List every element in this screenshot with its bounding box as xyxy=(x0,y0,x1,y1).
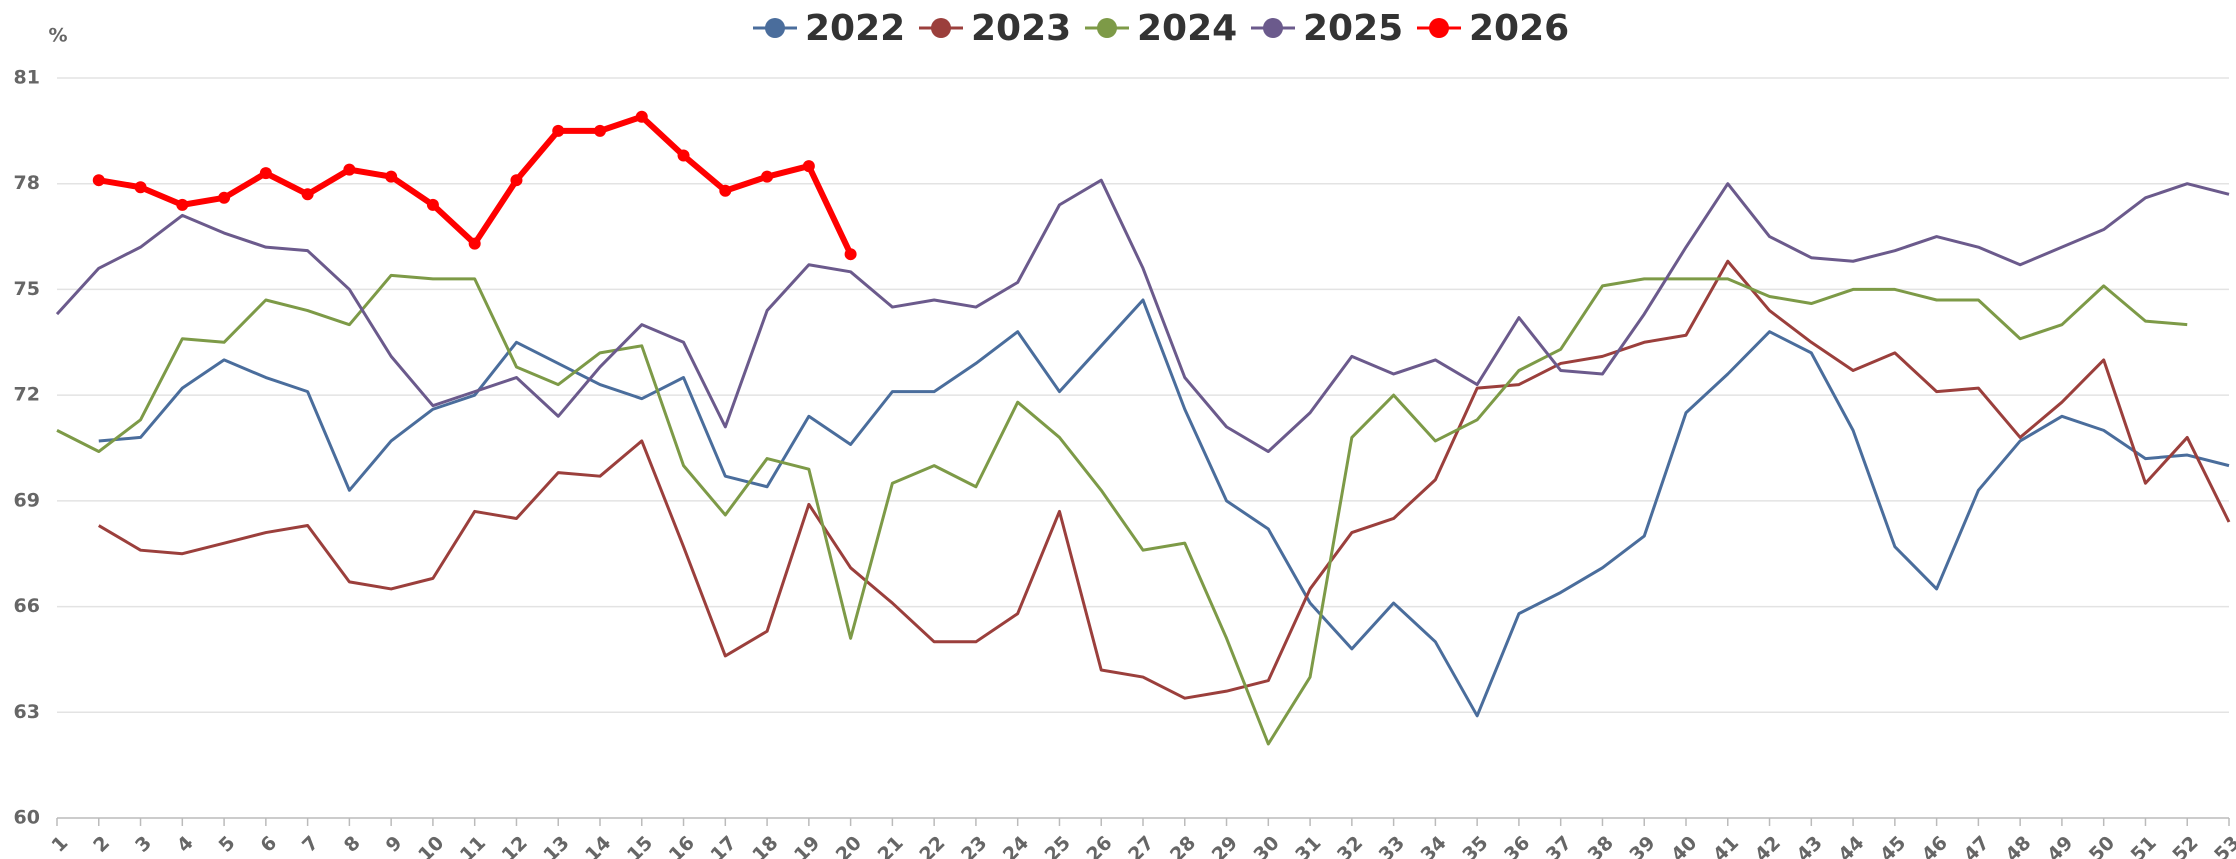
x-tick-label: 20 xyxy=(832,832,866,859)
x-tick-label: 32 xyxy=(1333,832,1367,859)
x-tick-label: 5 xyxy=(215,832,240,857)
x-tick-label: 14 xyxy=(581,832,615,859)
x-tick-label: 41 xyxy=(1709,832,1743,859)
x-tick-label: 27 xyxy=(1124,832,1158,859)
point xyxy=(552,124,565,137)
point xyxy=(426,198,439,211)
x-tick-label: 39 xyxy=(1625,832,1659,859)
y-unit: % xyxy=(48,25,67,47)
point xyxy=(510,174,523,187)
series-line xyxy=(98,298,2230,718)
x-tick-label: 7 xyxy=(298,832,323,857)
series-line xyxy=(98,113,854,256)
point xyxy=(594,124,606,137)
x-tick-label: 19 xyxy=(790,832,824,859)
x-tick-label: 46 xyxy=(1918,832,1952,859)
legend-label: 2024 xyxy=(1137,8,1237,49)
point xyxy=(468,237,481,250)
x-tick-label: 6 xyxy=(256,832,281,857)
point xyxy=(844,248,857,261)
series-line xyxy=(56,273,2188,746)
point xyxy=(134,181,147,194)
x-tick-label: 28 xyxy=(1166,832,1200,859)
legend-label: 2025 xyxy=(1303,8,1403,49)
point xyxy=(176,198,189,211)
x-tick-label: 42 xyxy=(1751,832,1785,859)
legend-marker xyxy=(1429,18,1449,38)
x-tick-label: 40 xyxy=(1667,832,1701,859)
x-tick-label: 43 xyxy=(1792,832,1826,859)
x-tick-label: 11 xyxy=(456,832,490,859)
point xyxy=(343,163,356,176)
y-tick-label: 72 xyxy=(14,384,40,406)
point xyxy=(677,149,690,162)
point xyxy=(385,170,398,183)
x-tick-label: 38 xyxy=(1584,832,1618,859)
x-tick-label: 8 xyxy=(340,832,365,857)
point xyxy=(301,188,314,201)
x-tick-label: 12 xyxy=(498,832,532,859)
x-tick-label: 21 xyxy=(874,832,908,859)
x-tick-label: 45 xyxy=(1876,832,1910,859)
x-tick-label: 25 xyxy=(1041,832,1075,859)
point xyxy=(635,110,648,123)
point xyxy=(218,191,231,204)
y-tick-label: 60 xyxy=(14,807,40,829)
x-tick-label: 15 xyxy=(623,832,657,859)
x-tick-label: 50 xyxy=(2085,832,2119,859)
x-tick-label: 16 xyxy=(665,832,699,859)
x-tick-label: 51 xyxy=(2127,832,2161,859)
x-tick-label: 4 xyxy=(173,832,198,857)
x-tick-label: 18 xyxy=(748,832,782,859)
x-tick-label: 52 xyxy=(2168,832,2202,859)
x-tick-label: 1 xyxy=(48,832,73,857)
x-tick-label: 3 xyxy=(131,832,156,857)
x-tick-label: 29 xyxy=(1208,832,1242,859)
point xyxy=(92,174,105,187)
y-tick-label: 69 xyxy=(14,489,40,511)
y-tick-label: 81 xyxy=(14,67,40,89)
x-tick-label: 48 xyxy=(2001,832,2035,859)
x-tick-label: 35 xyxy=(1458,832,1492,859)
x-tick-label: 22 xyxy=(915,832,949,859)
x-tick-label: 47 xyxy=(1960,832,1994,859)
x-tick-label: 53 xyxy=(2210,832,2236,859)
legend-marker xyxy=(931,18,951,38)
x-tick-label: 2 xyxy=(89,832,114,857)
x-tick-label: 23 xyxy=(957,832,991,859)
x-tick-label: 31 xyxy=(1291,832,1325,859)
x-tick-label: 34 xyxy=(1417,832,1451,859)
x-tick-label: 30 xyxy=(1249,832,1283,859)
y-tick-label: 63 xyxy=(14,701,40,723)
legend-marker xyxy=(765,18,785,38)
y-tick-label: 75 xyxy=(14,278,40,300)
x-tick-label: 33 xyxy=(1375,832,1409,859)
y-tick-label: 78 xyxy=(14,172,40,194)
y-tick-label: 66 xyxy=(14,595,40,617)
series-line xyxy=(55,178,2230,454)
legend-label: 2023 xyxy=(971,8,1071,49)
point xyxy=(259,167,272,180)
x-tick-label: 9 xyxy=(382,832,407,857)
x-tick-label: 36 xyxy=(1500,832,1534,859)
x-tick-label: 26 xyxy=(1082,832,1116,859)
point xyxy=(761,170,774,183)
point xyxy=(719,184,732,197)
x-tick-label: 17 xyxy=(706,832,740,859)
legend-marker xyxy=(1263,18,1283,38)
x-tick-label: 37 xyxy=(1542,832,1576,859)
legend-label: 2022 xyxy=(805,8,905,49)
x-tick-label: 10 xyxy=(414,832,448,859)
legend-marker xyxy=(1097,18,1117,38)
series-line xyxy=(98,259,2231,700)
x-tick-label: 44 xyxy=(1834,832,1868,859)
x-tick-label: 13 xyxy=(539,832,573,859)
legend-label: 2026 xyxy=(1469,8,1569,49)
point xyxy=(802,160,815,173)
x-tick-label: 49 xyxy=(2043,832,2077,859)
x-tick-label: 24 xyxy=(999,832,1033,859)
